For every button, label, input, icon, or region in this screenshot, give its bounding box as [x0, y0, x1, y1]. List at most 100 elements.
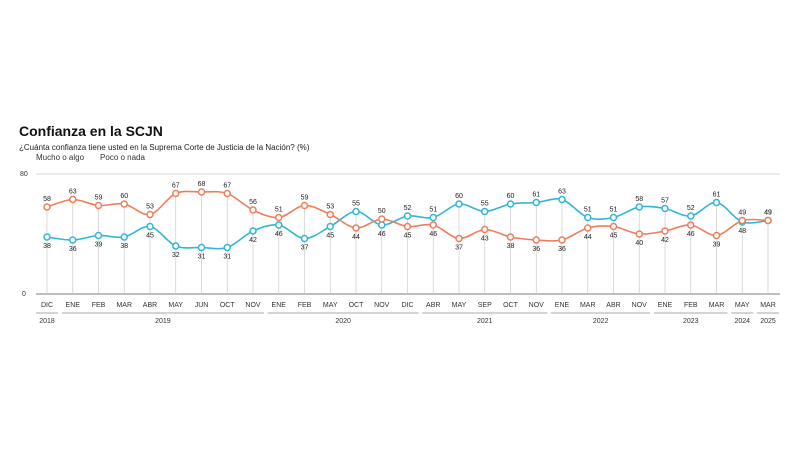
data-point-poco — [609, 222, 618, 231]
x-tick-label: FEB — [298, 302, 312, 309]
data-point-mucho — [429, 213, 437, 222]
data-point-mucho — [223, 243, 231, 252]
year-label: 2024 — [734, 318, 750, 325]
x-tick-label: DIC — [41, 302, 53, 309]
x-tick-label: ENE — [555, 302, 570, 309]
data-label-mucho: 37 — [301, 245, 309, 252]
data-point-mucho — [506, 200, 515, 208]
data-point-mucho — [326, 222, 334, 231]
data-label-mucho: 39 — [95, 242, 103, 249]
data-point-mucho — [403, 212, 412, 220]
x-tick-label: MAR — [116, 302, 132, 309]
x-tick-label: JUN — [195, 302, 209, 309]
data-label-mucho: 51 — [584, 207, 592, 214]
data-point-poco — [326, 210, 334, 219]
data-point-poco — [764, 216, 772, 225]
x-tick-label: NOV — [245, 302, 261, 309]
x-tick-label: ABR — [426, 302, 440, 309]
x-tick-label: ENE — [658, 302, 673, 309]
data-label-mucho: 36 — [69, 246, 77, 253]
x-tick-label: ENE — [272, 302, 287, 309]
data-point-poco — [378, 215, 386, 223]
x-tick-label: ABR — [143, 302, 157, 309]
legend-item-poco: Poco o nada — [100, 153, 145, 162]
data-label-mucho: 57 — [661, 198, 669, 205]
data-label-poco: 45 — [610, 233, 618, 240]
data-point-mucho — [172, 242, 180, 250]
data-point-poco — [558, 236, 566, 244]
data-label-mucho: 31 — [198, 254, 206, 261]
data-point-mucho — [249, 227, 257, 235]
x-tick-label: MAR — [580, 302, 596, 309]
data-label-mucho: 32 — [172, 252, 180, 259]
data-label-mucho: 52 — [404, 205, 412, 212]
x-tick-label: ENE — [66, 302, 81, 309]
data-label-mucho: 60 — [455, 193, 463, 200]
data-label-mucho: 51 — [610, 207, 618, 214]
data-label-poco: 67 — [223, 183, 231, 190]
data-point-mucho — [687, 212, 695, 220]
data-point-poco — [584, 224, 592, 232]
x-tick-label: NOV — [632, 302, 648, 309]
y-tick-label: 80 — [20, 171, 28, 178]
data-point-mucho — [378, 221, 386, 229]
x-tick-label: NOV — [374, 302, 390, 309]
x-tick-label: MAR — [760, 302, 776, 309]
data-label-poco: 56 — [249, 199, 257, 206]
x-tick-label: SEP — [478, 302, 492, 309]
data-point-mucho — [712, 198, 721, 207]
year-label: 2022 — [593, 318, 609, 325]
data-point-mucho — [352, 207, 360, 216]
data-point-mucho — [300, 234, 309, 243]
data-label-poco: 36 — [558, 246, 566, 253]
data-label-poco: 53 — [326, 204, 334, 211]
data-label-poco: 38 — [507, 243, 515, 250]
data-label-poco: 60 — [120, 193, 128, 200]
year-label: 2020 — [335, 318, 351, 325]
x-tick-label: MAR — [709, 302, 725, 309]
data-point-mucho — [558, 195, 566, 204]
data-point-poco — [249, 206, 257, 214]
data-label-poco: 46 — [429, 231, 437, 238]
data-label-poco: 59 — [95, 195, 103, 202]
data-point-poco — [532, 236, 540, 244]
data-label-mucho: 61 — [532, 192, 540, 199]
data-point-poco — [94, 201, 103, 210]
data-label-mucho: 38 — [43, 243, 51, 250]
data-point-mucho — [481, 207, 489, 216]
data-point-poco — [172, 189, 180, 198]
data-point-poco — [687, 221, 695, 229]
data-label-mucho: 42 — [249, 237, 257, 244]
data-label-mucho: 63 — [558, 189, 566, 196]
data-label-poco: 58 — [43, 196, 51, 203]
data-point-poco — [712, 231, 721, 240]
data-point-mucho — [661, 204, 669, 213]
data-label-mucho: 52 — [687, 205, 695, 212]
data-point-mucho — [43, 233, 51, 241]
year-label: 2021 — [477, 318, 493, 325]
y-tick-label: 0 — [22, 291, 26, 298]
data-point-poco — [429, 221, 437, 229]
data-point-mucho — [69, 236, 77, 244]
data-label-mucho: 55 — [481, 201, 489, 208]
data-label-poco: 36 — [532, 246, 540, 253]
data-point-mucho — [584, 213, 592, 222]
data-label-poco: 43 — [481, 236, 489, 243]
x-tick-label: MAY — [735, 302, 750, 309]
x-tick-label: OCT — [220, 302, 236, 309]
data-point-poco — [506, 233, 515, 241]
data-label-poco: 37 — [455, 245, 463, 252]
year-label: 2025 — [760, 318, 776, 325]
data-label-mucho: 46 — [378, 231, 386, 238]
x-tick-label: MAY — [323, 302, 338, 309]
data-label-mucho: 60 — [507, 193, 515, 200]
data-point-poco — [69, 195, 77, 204]
chart-subtitle: ¿Cuánta confianza tiene usted en la Supr… — [19, 143, 310, 152]
data-point-poco — [146, 210, 154, 219]
data-label-poco: 45 — [404, 233, 412, 240]
chart-title: Confianza en la SCJN — [19, 123, 163, 139]
x-tick-label: FEB — [684, 302, 698, 309]
data-point-poco — [352, 224, 360, 232]
data-label-poco: 53 — [146, 204, 154, 211]
